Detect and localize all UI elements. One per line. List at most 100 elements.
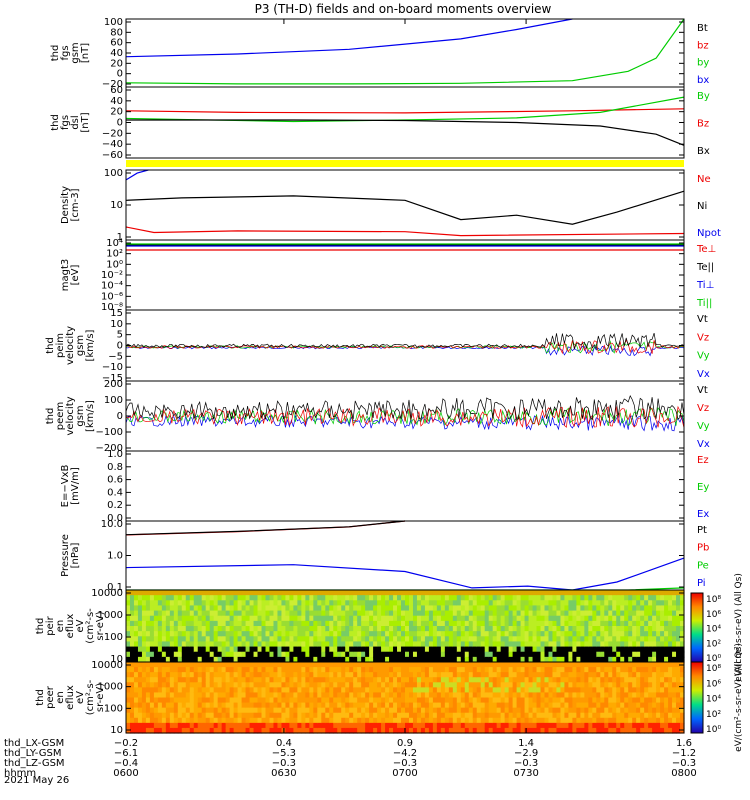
heatmap-cell: [572, 677, 577, 683]
heatmap-cell: [644, 615, 649, 622]
heatmap-cell: [432, 610, 438, 617]
heatmap-cell: [301, 646, 306, 653]
heatmap-cell: [313, 605, 318, 612]
heatmap-cell: [448, 692, 454, 699]
heatmap-cell: [233, 615, 239, 622]
heatmap-cell: [229, 677, 235, 683]
heatmap-cell: [640, 727, 645, 734]
heatmap-cell: [564, 641, 570, 648]
heatmap-cell: [448, 697, 454, 704]
heatmap-cell: [309, 646, 314, 653]
heatmap-cell: [129, 641, 135, 648]
heatmap-cell: [401, 662, 406, 668]
heatmap-cell: [480, 626, 486, 632]
heatmap-cell: [281, 722, 287, 729]
heatmap-cell: [297, 626, 302, 632]
heatmap-cell: [253, 641, 259, 648]
heatmap-cell: [165, 667, 171, 673]
heatmap-cell: [389, 672, 394, 678]
heatmap-cell: [225, 600, 231, 607]
heatmap-cell: [596, 636, 601, 643]
heatmap-cell: [153, 626, 159, 632]
heatmap-cell: [596, 600, 601, 607]
heatmap-cell: [480, 672, 486, 678]
heatmap-cell: [492, 646, 498, 653]
heatmap-cell: [536, 636, 542, 643]
heatmap-cell: [552, 682, 558, 688]
heatmap-cell: [161, 595, 167, 601]
heatmap-cell: [185, 636, 191, 643]
heatmap-cell: [520, 692, 526, 699]
heatmap-cell: [544, 717, 550, 724]
heatmap-cell: [325, 646, 330, 653]
heatmap-cell: [229, 656, 235, 663]
heatmap-cell: [416, 682, 422, 688]
heatmap-cell: [412, 707, 418, 714]
heatmap-cell: [436, 651, 442, 658]
heatmap-cell: [361, 722, 366, 729]
heatmap-cell: [524, 595, 530, 601]
heatmap-cell: [440, 610, 446, 617]
heatmap-cell: [365, 722, 370, 729]
heatmap-cell: [241, 651, 247, 658]
heatmap-cell: [552, 702, 558, 709]
heatmap-cell: [440, 620, 446, 627]
heatmap-cell: [369, 677, 374, 683]
heatmap-cell: [592, 620, 597, 627]
heatmap-cell: [321, 687, 326, 694]
heatmap-cell: [349, 646, 354, 653]
heatmap-cell: [600, 687, 605, 694]
heatmap-cell: [365, 707, 370, 714]
heatmap-cell: [436, 605, 442, 612]
heatmap-cell: [305, 687, 310, 694]
x-row-value: −0.3: [393, 758, 417, 769]
heatmap-cell: [636, 702, 641, 709]
heatmap-cell: [201, 702, 207, 709]
heatmap-cell: [476, 692, 482, 699]
heatmap-cell: [245, 722, 251, 729]
colorbar-tick: 10⁶: [706, 679, 721, 689]
heatmap-cell: [600, 656, 605, 663]
heatmap-cell: [564, 605, 570, 612]
heatmap-cell: [412, 656, 418, 663]
heatmap-cell: [448, 626, 454, 632]
heatmap-cell: [528, 697, 534, 704]
heatmap-cell: [652, 610, 657, 617]
heatmap-cell: [349, 636, 354, 643]
heatmap-cell: [420, 707, 426, 714]
heatmap-cell: [305, 615, 310, 622]
heatmap-cell: [408, 615, 414, 622]
heatmap-cell: [560, 620, 566, 627]
x-row-value: −0.3: [672, 758, 696, 769]
heatmap-cell: [572, 717, 577, 724]
heatmap-cell: [257, 697, 263, 704]
heatmap-cell: [616, 667, 621, 673]
heatmap-cell: [576, 702, 581, 709]
heatmap-cell: [129, 631, 135, 637]
heatmap-cell: [325, 662, 330, 668]
heatmap-cell: [321, 707, 326, 714]
heatmap-cell: [349, 667, 354, 673]
heatmap-cell: [524, 672, 530, 678]
heatmap-cell: [249, 727, 255, 734]
heatmap-cell: [289, 651, 294, 658]
heatmap-cell: [217, 672, 223, 678]
heatmap-cell: [420, 595, 426, 601]
heatmap-cell: [668, 610, 673, 617]
heatmap-cell: [309, 672, 314, 678]
heatmap-cell: [165, 712, 171, 719]
heatmap-cell: [512, 712, 518, 719]
heatmap-cell: [668, 600, 673, 607]
heatmap-cell: [261, 667, 267, 673]
heatmap-cell: [536, 631, 542, 637]
heatmap-cell: [540, 631, 546, 637]
heatmap-cell: [145, 595, 151, 601]
heatmap-cell: [668, 682, 673, 688]
heatmap-cell: [373, 727, 378, 734]
heatmap-cell: [452, 697, 458, 704]
heatmap-cell: [552, 662, 558, 668]
heatmap-cell: [281, 600, 287, 607]
heatmap-cell: [612, 667, 617, 673]
heatmap-cell: [640, 697, 645, 704]
heatmap-cell: [333, 626, 338, 632]
